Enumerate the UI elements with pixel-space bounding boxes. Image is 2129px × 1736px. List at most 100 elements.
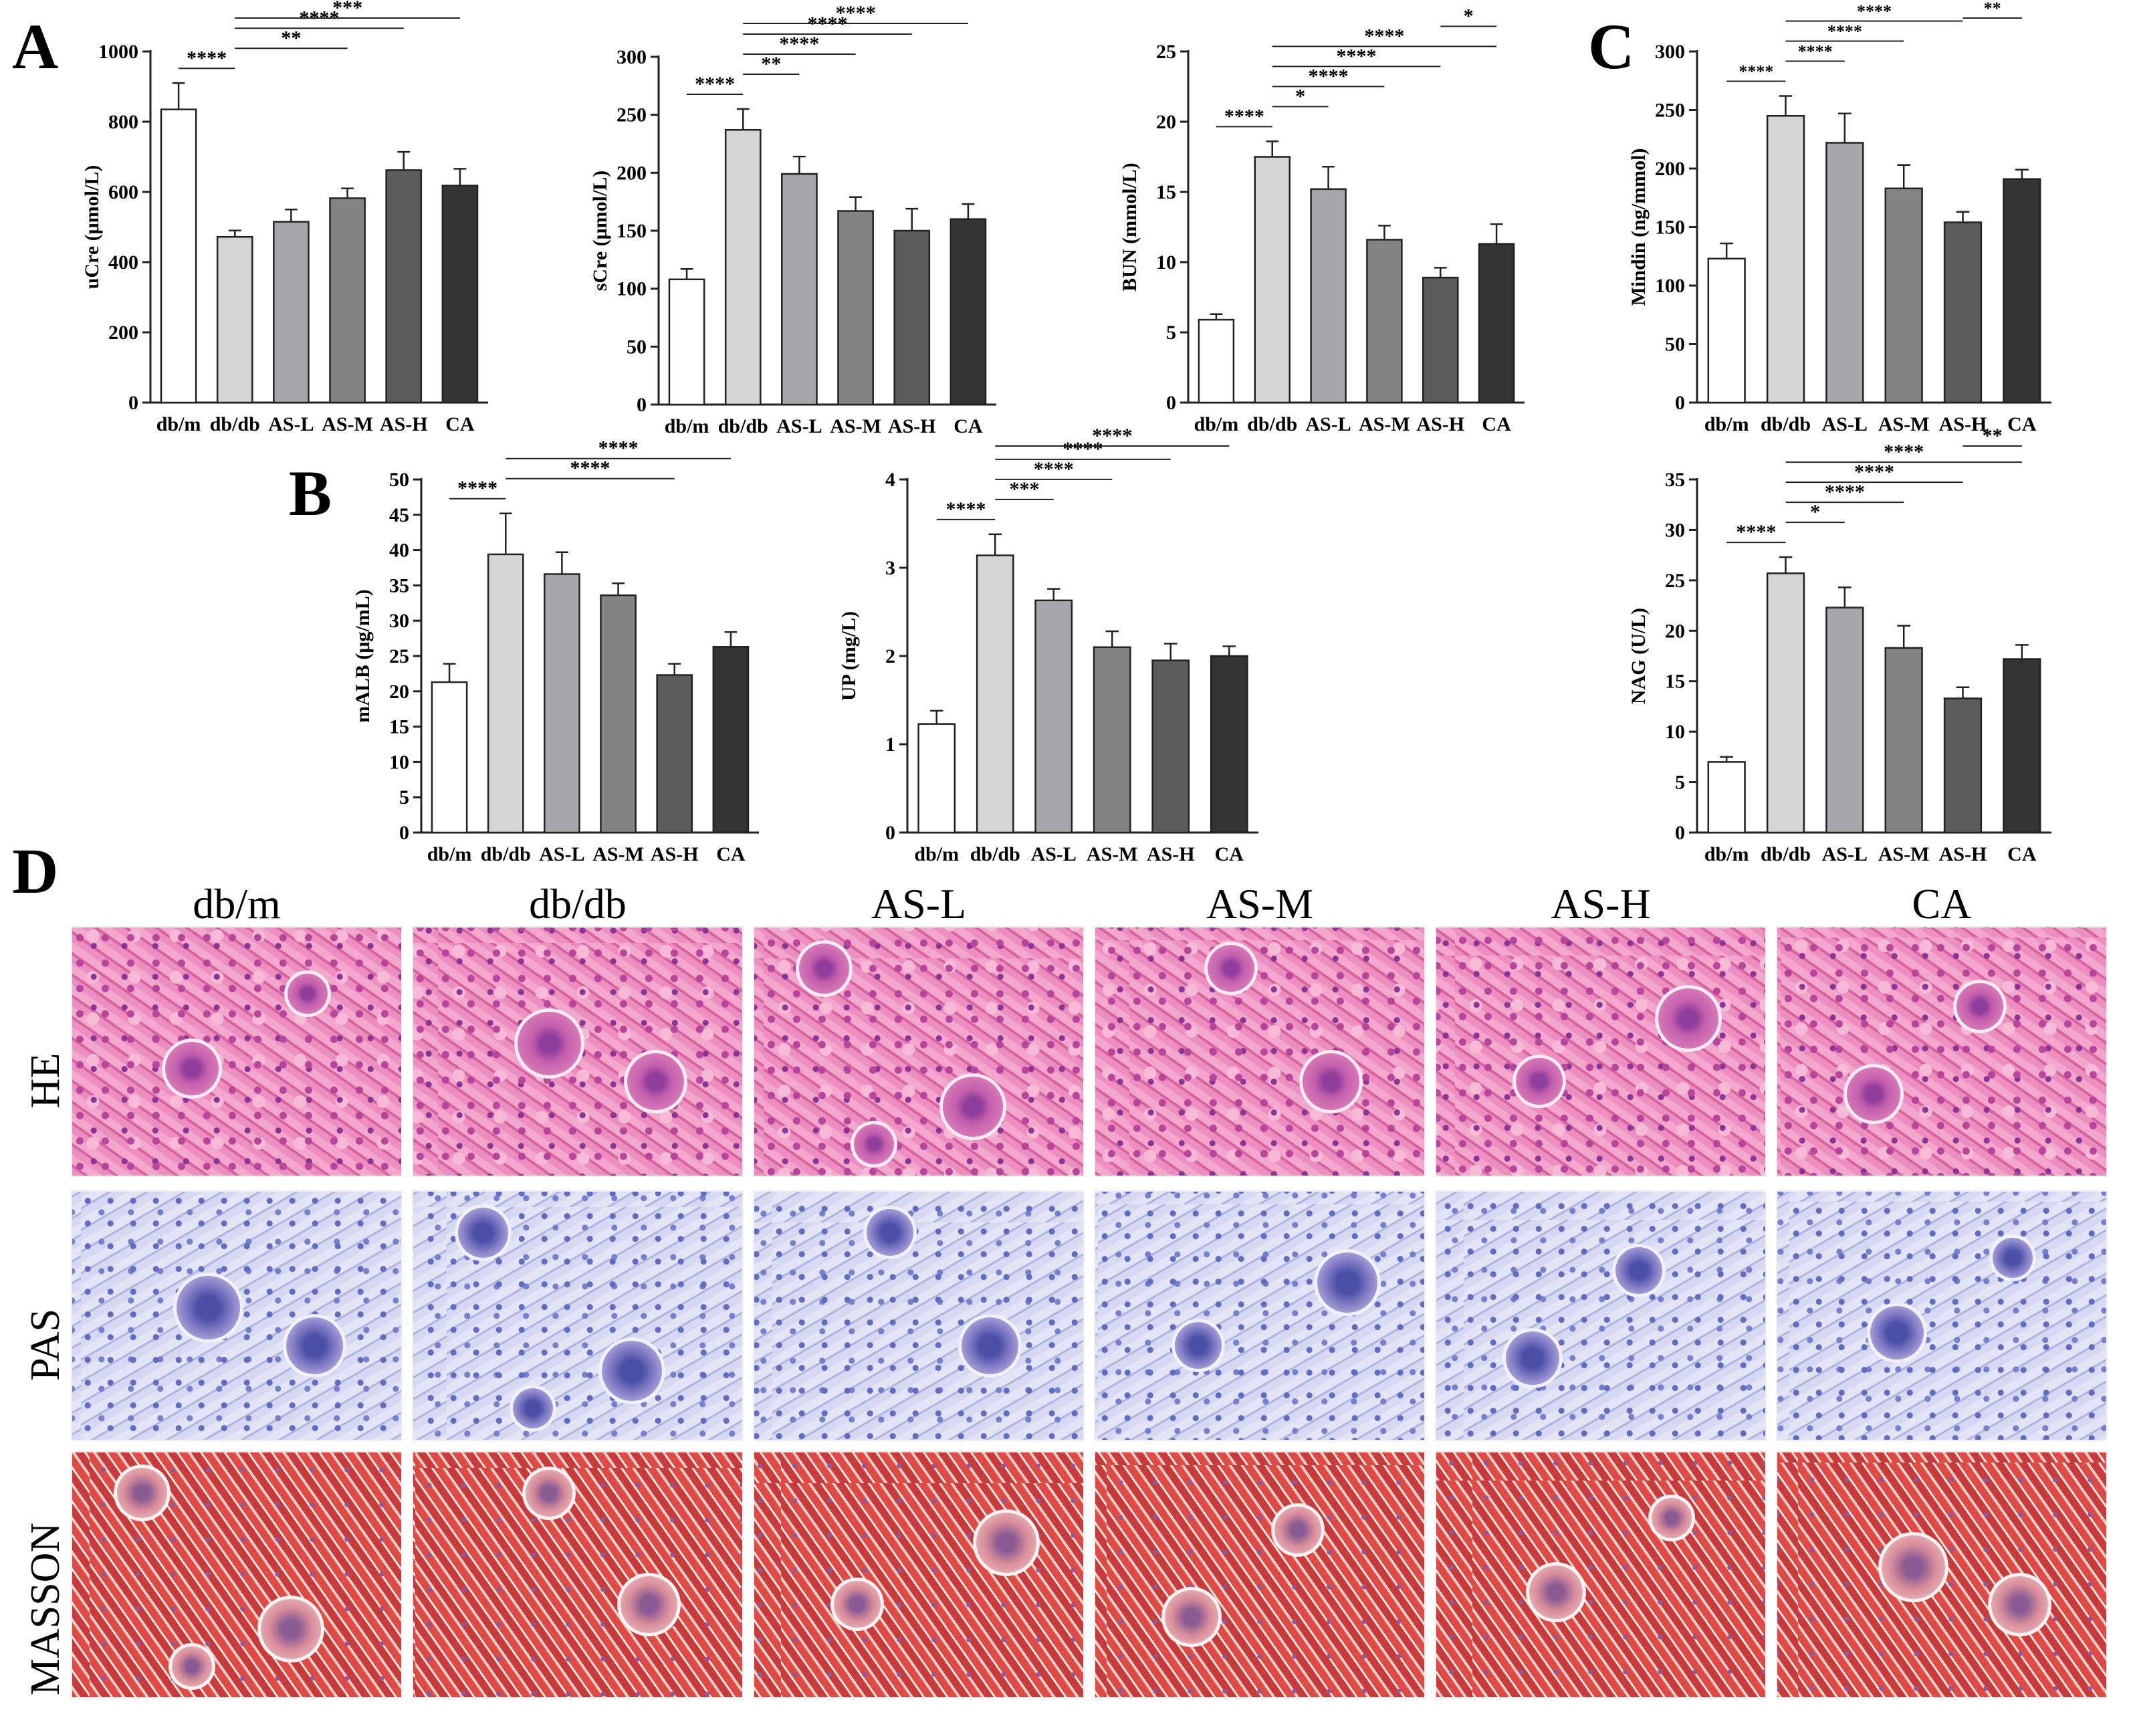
bar <box>976 554 1014 834</box>
glomerulus <box>617 1572 681 1636</box>
histology-image-he <box>753 926 1085 1177</box>
y-axis-label: UP (mg/L) <box>838 611 860 701</box>
significance-label: **** <box>1736 521 1776 543</box>
bar <box>1210 655 1248 834</box>
significance-label: **** <box>457 477 497 500</box>
histology-column-label: AS-L <box>871 880 967 928</box>
bar <box>544 573 580 834</box>
chart-up: 0 1 2 3 4 UP (mg/L) db/m db/db AS-L AS-M AS-H CA ***… <box>838 425 1258 865</box>
bar <box>1422 276 1459 404</box>
y-tick-label: 300 <box>1655 41 1685 63</box>
bar <box>216 235 253 404</box>
panel-letter-a: A <box>12 11 59 82</box>
category-label: AS-M <box>830 415 881 437</box>
significance-label: * <box>1464 5 1474 27</box>
significance-label: **** <box>1337 45 1377 67</box>
y-tick-label: 600 <box>108 181 138 203</box>
bar <box>781 173 818 406</box>
category-label: CA <box>716 843 746 865</box>
category-label: AS-L <box>539 843 584 865</box>
bar <box>1707 257 1746 404</box>
category-label: AS-M <box>592 843 644 865</box>
category-label: db/m <box>665 415 709 437</box>
glomerulus <box>113 1464 171 1521</box>
significance-label: **** <box>187 47 227 69</box>
bar <box>1766 115 1805 404</box>
glomerulus <box>1171 1319 1225 1372</box>
bar <box>1707 761 1746 834</box>
category-label: AS-H <box>1939 413 1987 435</box>
category-label: CA <box>954 415 983 437</box>
glomerulus <box>598 1337 666 1404</box>
bar <box>1478 243 1515 404</box>
y-tick-label: 20 <box>389 681 409 703</box>
significance-label: **** <box>1798 42 1833 62</box>
glomerulus <box>1512 1055 1566 1108</box>
category-label: db/db <box>210 413 260 435</box>
category-label: AS-H <box>1147 843 1195 865</box>
y-tick-label: 250 <box>617 104 647 126</box>
histology-column-label: CA <box>1912 880 1972 928</box>
bar <box>1943 221 1983 404</box>
histology-image-masson <box>1776 1451 2108 1699</box>
category-label: AS-L <box>1822 413 1868 435</box>
bar <box>160 108 197 404</box>
histology-image-pas <box>71 1190 403 1441</box>
category-label: AS-H <box>1939 843 1987 865</box>
bar <box>1825 607 1864 834</box>
glomerulus <box>1611 1243 1666 1297</box>
y-axis-label: mALB (μg/mL) <box>352 589 374 723</box>
category-label: db/db <box>1761 413 1811 435</box>
category-label: db/db <box>718 415 768 437</box>
bar <box>329 197 366 404</box>
y-tick-label: 200 <box>108 322 138 344</box>
histology-image-he <box>1435 926 1767 1177</box>
category-label: AS-L <box>1822 843 1868 865</box>
chart-mindin: 0 50 100 150 200 250 300 Mindin (ng/mmol) db/m db… <box>1628 0 2051 435</box>
bar <box>1884 647 1923 834</box>
significance-label: *** <box>1010 478 1040 500</box>
category-label: db/m <box>427 843 472 865</box>
glomerulus <box>257 1596 325 1662</box>
bar <box>385 169 423 404</box>
histology-image-masson <box>1435 1451 1767 1699</box>
bar <box>2003 178 2041 404</box>
category-label: AS-L <box>776 415 822 437</box>
category-label: AS-L <box>268 413 314 435</box>
y-tick-label: 100 <box>1655 275 1685 297</box>
category-label: db/m <box>1704 843 1749 865</box>
category-label: CA <box>1215 843 1244 865</box>
y-tick-label: 15 <box>1156 181 1176 203</box>
y-tick-label: 5 <box>1675 772 1685 794</box>
glomerulus <box>514 1008 584 1079</box>
bar <box>2003 658 2041 834</box>
y-tick-label: 10 <box>1665 721 1685 743</box>
category-label: db/db <box>1247 413 1297 435</box>
y-tick-label: 35 <box>1665 469 1685 491</box>
y-tick-label: 20 <box>1156 111 1176 133</box>
significance-label: **** <box>1092 425 1132 447</box>
significance-label: **** <box>1309 65 1349 87</box>
histology-image-pas <box>1435 1190 1767 1441</box>
category-label: AS-H <box>1416 413 1464 435</box>
bar <box>1366 239 1403 404</box>
y-tick-label: 0 <box>1675 822 1685 844</box>
category-label: CA <box>1482 413 1511 435</box>
bar <box>656 674 693 834</box>
glomerulus <box>973 1509 1040 1576</box>
y-tick-label: 0 <box>1166 392 1176 414</box>
glomerulus <box>830 1578 884 1631</box>
glomerulus <box>939 1073 1007 1140</box>
y-tick-label: 100 <box>617 278 647 300</box>
y-tick-label: 0 <box>399 822 409 844</box>
bar <box>1884 187 1923 404</box>
y-tick-label: 2 <box>885 645 895 667</box>
panel-letter-b: B <box>289 457 332 529</box>
category-label: AS-H <box>380 413 428 435</box>
panel-letter-c: C <box>1588 11 1635 82</box>
histology-image-masson <box>412 1451 744 1699</box>
glomerulus <box>1299 1049 1363 1113</box>
glomerulus <box>509 1384 556 1432</box>
histology-image-he <box>71 926 403 1177</box>
glomerulus <box>522 1466 576 1520</box>
